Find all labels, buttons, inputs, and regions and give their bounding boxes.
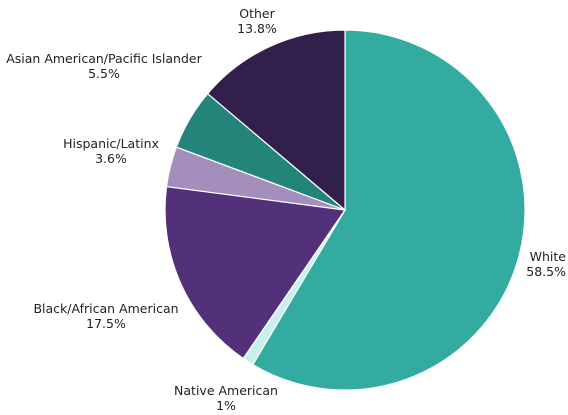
slice-label-asian-american-pacific-islander: Asian American/Pacific Islander — [6, 51, 202, 66]
pie-slice-other — [206, 29, 346, 212]
slice-value-black-african-american: 17.5% — [86, 316, 126, 331]
slice-value-asian-american-pacific-islander: 5.5% — [88, 66, 120, 81]
slice-value-hispanic-latinx: 3.6% — [95, 151, 127, 166]
slice-label-native-american: Native American — [174, 383, 278, 398]
pie-slice-white — [251, 29, 526, 391]
slice-label-hispanic-latinx: Hispanic/Latinx — [63, 136, 159, 151]
slice-label-black-african-american: Black/African American — [33, 301, 178, 316]
slice-value-white: 58.5% — [526, 264, 566, 279]
slice-label-white: White — [530, 249, 567, 264]
pie-slice-black-african-american — [164, 185, 347, 360]
slice-value-native-american: 1% — [216, 398, 236, 413]
slice-value-other: 13.8% — [237, 21, 277, 36]
slice-label-other: Other — [239, 6, 275, 21]
